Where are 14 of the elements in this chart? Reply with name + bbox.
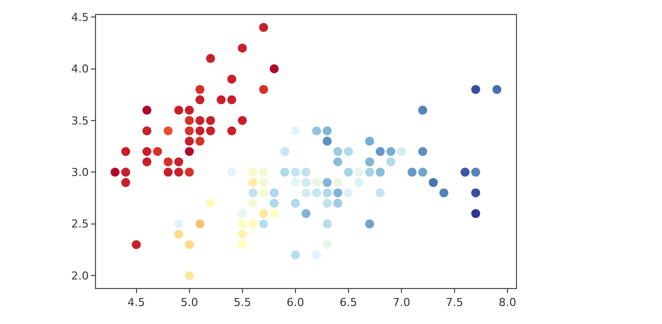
x-tick-label: 8.0 (498, 296, 516, 310)
x-tick-label: 7.5 (446, 296, 464, 310)
y-tick-label: 3.0 (71, 166, 89, 180)
x-tick-label: 5.0 (180, 296, 198, 310)
x-tick-label: 6.5 (340, 296, 358, 310)
y-tick-label: 4.0 (71, 62, 89, 76)
y-tick-label: 2.5 (71, 218, 89, 231)
x-tick-label: 7.0 (392, 296, 410, 310)
x-tick-label: 4.5 (128, 296, 146, 310)
y-tick-label: 2.0 (71, 269, 89, 282)
x-tick-label: 6.0 (286, 296, 304, 310)
y-tick-label: 3.5 (71, 114, 89, 128)
x-tick-label: 5.5 (234, 296, 252, 310)
y-tick-label: 4.5 (71, 10, 89, 24)
